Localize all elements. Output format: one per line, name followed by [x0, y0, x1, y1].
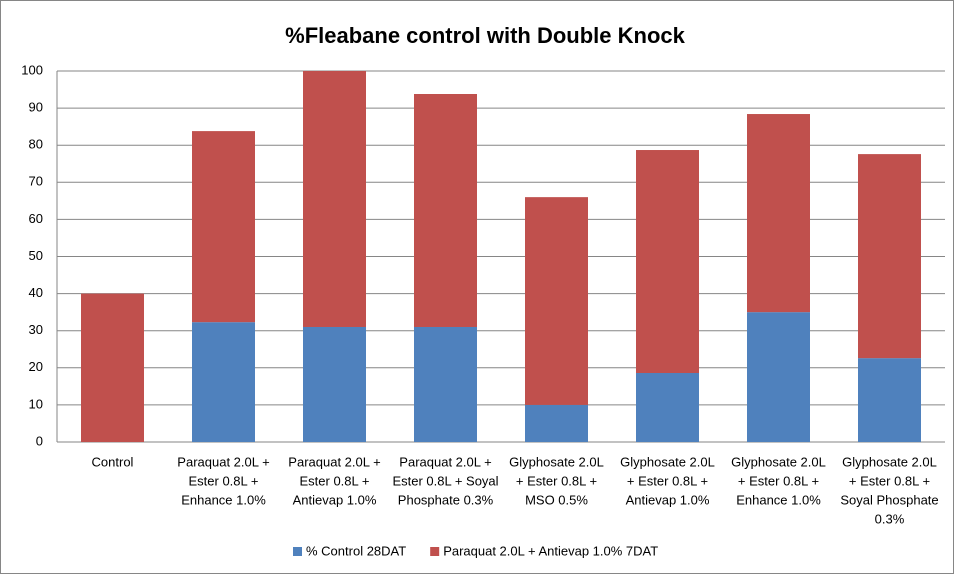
x-tick-label: Antievap 1.0% [626, 492, 710, 507]
bar-segment [303, 71, 366, 327]
bar-segment [192, 322, 255, 442]
bar-segment [858, 154, 921, 359]
x-tick-label: Paraquat 2.0L + [399, 454, 491, 469]
y-tick-label: 30 [29, 322, 43, 337]
chart-title: %Fleabane control with Double Knock [285, 23, 685, 48]
bar-segment [636, 372, 699, 442]
x-tick-label: Glyphosate 2.0L [731, 454, 826, 469]
y-tick-label: 20 [29, 359, 43, 374]
x-tick-label: Glyphosate 2.0L [842, 454, 937, 469]
x-tick-label: MSO 0.5% [525, 492, 588, 507]
x-tick-label: + Ester 0.8L + [738, 473, 819, 488]
x-tick-label: Control [92, 454, 134, 469]
bar-segment [858, 358, 921, 442]
x-tick-label: Glyphosate 2.0L [509, 454, 604, 469]
bar-segment [192, 131, 255, 323]
bar-segment [636, 150, 699, 373]
y-tick-label: 70 [29, 174, 43, 189]
y-tick-label: 80 [29, 137, 43, 152]
legend-swatch [430, 547, 440, 556]
x-tick-label: Paraquat 2.0L + [177, 454, 269, 469]
bar-segment [525, 404, 588, 442]
legend: % Control 28DAT Paraquat 2.0L + Antievap … [293, 543, 658, 558]
legend-label: % Control 28DAT [306, 543, 406, 558]
x-tick-label: + Ester 0.8L + [849, 473, 930, 488]
x-tick-label: Paraquat 2.0L + [288, 454, 380, 469]
y-tick-label: 50 [29, 248, 43, 263]
y-tick-label: 100 [21, 62, 43, 77]
x-tick-label: Glyphosate 2.0L [620, 454, 715, 469]
x-tick-label: Phosphate 0.3% [398, 492, 494, 507]
y-tick-label: 0 [36, 433, 43, 448]
bar-segment [414, 94, 477, 327]
bar-segment [525, 197, 588, 405]
x-tick-label: + Ester 0.8L + [627, 473, 708, 488]
bar-segment [414, 326, 477, 442]
bar-segment [81, 293, 144, 442]
y-tick-label: 10 [29, 396, 43, 411]
bar-segment [303, 326, 366, 442]
x-tick-label: 0.3% [875, 511, 905, 526]
x-tick-label: Antievap 1.0% [293, 492, 377, 507]
x-tick-label: + Ester 0.8L + [516, 473, 597, 488]
bar-segment [747, 312, 810, 442]
x-tick-label: Enhance 1.0% [181, 492, 266, 507]
y-tick-label: 40 [29, 285, 43, 300]
x-tick-label: Ester 0.8L + [189, 473, 259, 488]
x-tick-label: Enhance 1.0% [736, 492, 821, 507]
x-tick-label: Ester 0.8L + [300, 473, 370, 488]
legend-label: Paraquat 2.0L + Antievap 1.0% 7DAT [443, 543, 658, 558]
legend-swatch [293, 547, 302, 556]
x-tick-label: Soyal Phosphate [840, 492, 938, 507]
x-tick-label: Ester 0.8L + Soyal [392, 473, 498, 488]
y-tick-label: 90 [29, 100, 43, 115]
y-tick-label: 60 [29, 211, 43, 226]
bar-segment [747, 114, 810, 313]
